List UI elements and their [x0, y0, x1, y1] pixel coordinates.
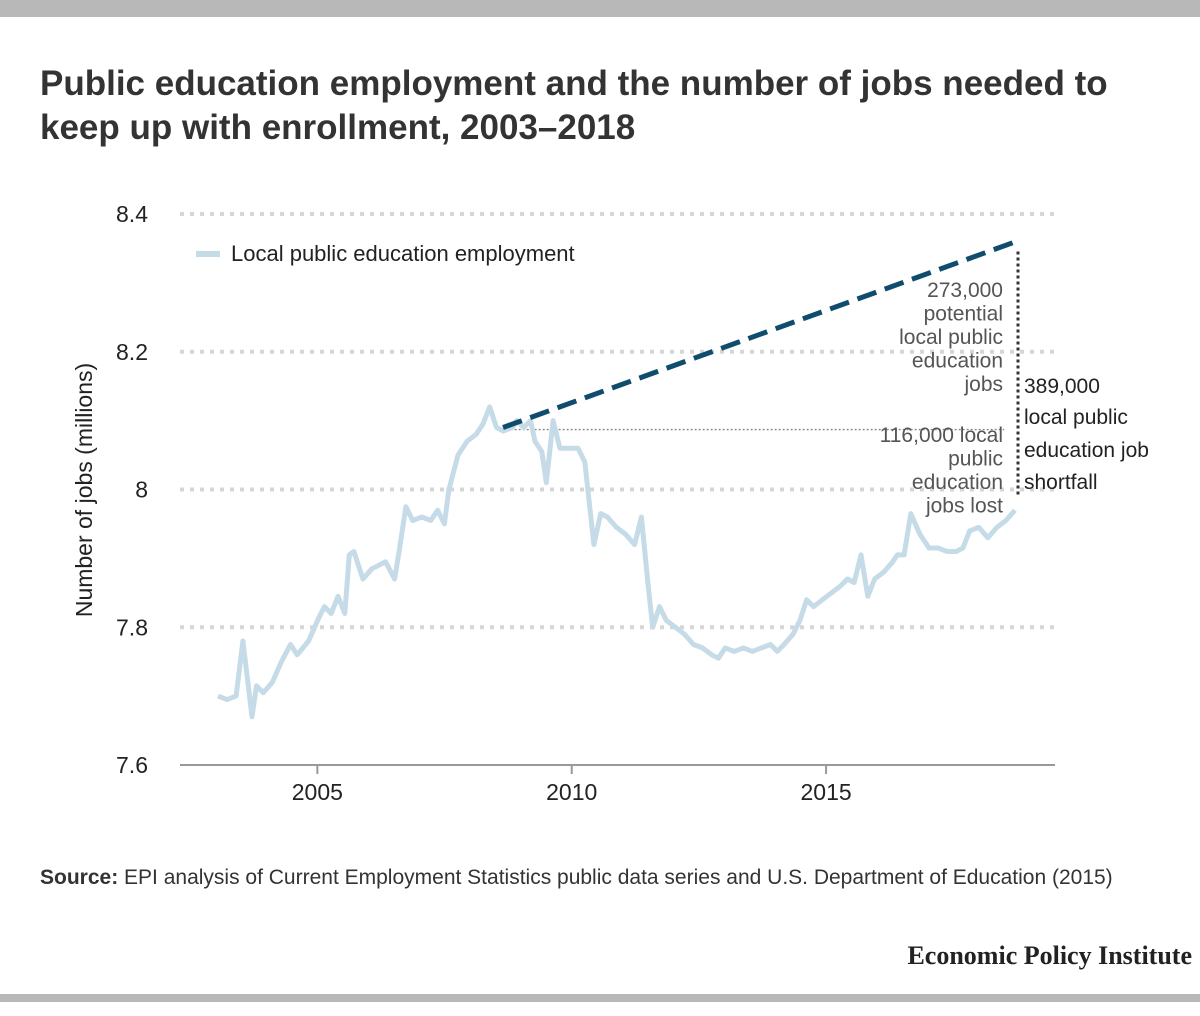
y-axis-label: Number of jobs (millions): [71, 363, 97, 617]
annotation-potential-jobs-line: jobs: [963, 373, 1003, 396]
y-tick-label: 8.4: [116, 201, 148, 227]
annotation-shortfall-line: shortfall: [1024, 471, 1098, 494]
annotation-jobs-lost-line: education: [912, 471, 1003, 494]
y-tick-label: 7.6: [116, 752, 148, 778]
source-label: Source:: [40, 866, 119, 889]
annotation-shortfall-line: local public: [1024, 406, 1128, 429]
top-border-bar: [0, 0, 1200, 17]
y-tick-label: 8.2: [116, 339, 148, 365]
legend-label: Local public education employment: [231, 241, 575, 266]
annotation-potential-jobs-line: 273,000: [927, 279, 1003, 302]
jobs-needed-dashed-line: [502, 239, 1017, 430]
annotation-jobs-lost-line: jobs lost: [925, 495, 1003, 518]
annotation-jobs-lost-line: public: [948, 448, 1003, 471]
y-tick-label: 8: [135, 477, 148, 503]
source-text: EPI analysis of Current Employment Stati…: [124, 866, 1113, 889]
x-tick-label: 2005: [292, 779, 343, 805]
annotation-shortfall-line: 389,000: [1024, 375, 1100, 398]
annotation-shortfall-line: education job: [1024, 439, 1149, 462]
y-tick-label: 7.8: [116, 614, 148, 640]
chart-title: Public education employment and the numb…: [40, 64, 1108, 147]
employment-series-line: [217, 404, 1017, 720]
annotation-potential-jobs-line: education: [912, 350, 1003, 373]
annotation-jobs-lost-line: 116,000 local: [880, 424, 1003, 447]
bottom-border-bar: [0, 994, 1200, 1002]
x-tick-label: 2010: [546, 779, 597, 805]
annotation-potential-jobs-line: potential: [924, 303, 1003, 326]
x-tick-label: 2015: [800, 779, 851, 805]
annotation-potential-jobs-line: local public: [899, 326, 1003, 349]
source-note: Source: EPI analysis of Current Employme…: [40, 862, 1140, 893]
chart-canvas: 7.6 7.8 8 8.2 8.4 2005 2010 2015 Number of jobs …: [71, 201, 1149, 805]
brand-logo-text: Economic Policy Institute: [907, 941, 1192, 970]
